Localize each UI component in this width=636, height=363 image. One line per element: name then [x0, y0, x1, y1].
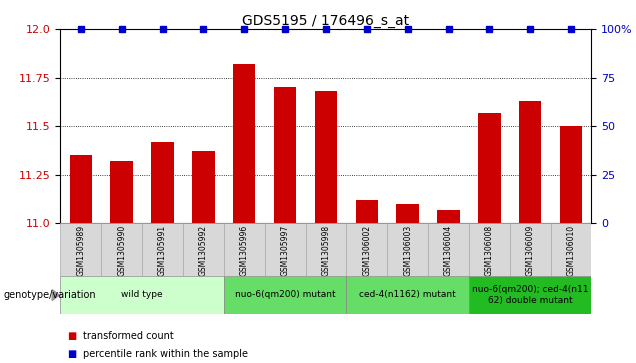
Text: GSM1306004: GSM1306004 — [444, 225, 453, 276]
Text: ■: ■ — [67, 331, 76, 341]
Bar — [69, 155, 92, 223]
Text: GSM1305992: GSM1305992 — [199, 225, 208, 276]
Bar — [551, 223, 591, 276]
Bar — [274, 87, 296, 223]
Title: GDS5195 / 176496_s_at: GDS5195 / 176496_s_at — [242, 14, 410, 28]
Bar — [224, 223, 265, 276]
Text: transformed count: transformed count — [83, 331, 174, 341]
Text: nuo-6(qm200); ced-4(n11
62) double mutant: nuo-6(qm200); ced-4(n11 62) double mutan… — [472, 285, 588, 305]
Bar — [224, 276, 347, 314]
Bar — [305, 223, 347, 276]
Bar — [469, 223, 510, 276]
Text: GSM1306002: GSM1306002 — [363, 225, 371, 276]
Bar — [356, 200, 378, 223]
Bar — [428, 223, 469, 276]
Bar — [60, 223, 101, 276]
Bar — [315, 91, 337, 223]
Bar — [265, 223, 305, 276]
Bar — [560, 126, 583, 223]
Text: GSM1305996: GSM1305996 — [240, 225, 249, 276]
Text: GSM1306010: GSM1306010 — [567, 225, 576, 276]
Text: GSM1305990: GSM1305990 — [117, 225, 126, 276]
Bar — [387, 223, 428, 276]
Bar — [396, 204, 419, 223]
Bar — [151, 142, 174, 223]
Bar — [519, 101, 541, 223]
Text: GSM1306008: GSM1306008 — [485, 225, 494, 276]
Bar — [192, 151, 214, 223]
Text: GSM1305989: GSM1305989 — [76, 225, 85, 276]
Bar — [347, 223, 387, 276]
Text: ■: ■ — [67, 349, 76, 359]
Text: wild type: wild type — [121, 290, 163, 299]
Bar — [183, 223, 224, 276]
Bar — [438, 210, 460, 223]
Bar — [111, 161, 133, 223]
Text: genotype/variation: genotype/variation — [3, 290, 96, 300]
Text: GSM1305997: GSM1305997 — [280, 225, 289, 276]
Text: GSM1305998: GSM1305998 — [321, 225, 331, 276]
Bar — [60, 276, 224, 314]
Bar — [233, 64, 256, 223]
Bar — [469, 276, 591, 314]
Text: GSM1306003: GSM1306003 — [403, 225, 412, 276]
Text: ced-4(n1162) mutant: ced-4(n1162) mutant — [359, 290, 456, 299]
Text: GSM1305991: GSM1305991 — [158, 225, 167, 276]
Text: nuo-6(qm200) mutant: nuo-6(qm200) mutant — [235, 290, 335, 299]
Bar — [347, 276, 469, 314]
Bar — [101, 223, 142, 276]
Bar — [142, 223, 183, 276]
Text: GSM1306009: GSM1306009 — [526, 225, 535, 276]
Text: percentile rank within the sample: percentile rank within the sample — [83, 349, 247, 359]
Bar — [478, 113, 501, 223]
Bar — [510, 223, 551, 276]
